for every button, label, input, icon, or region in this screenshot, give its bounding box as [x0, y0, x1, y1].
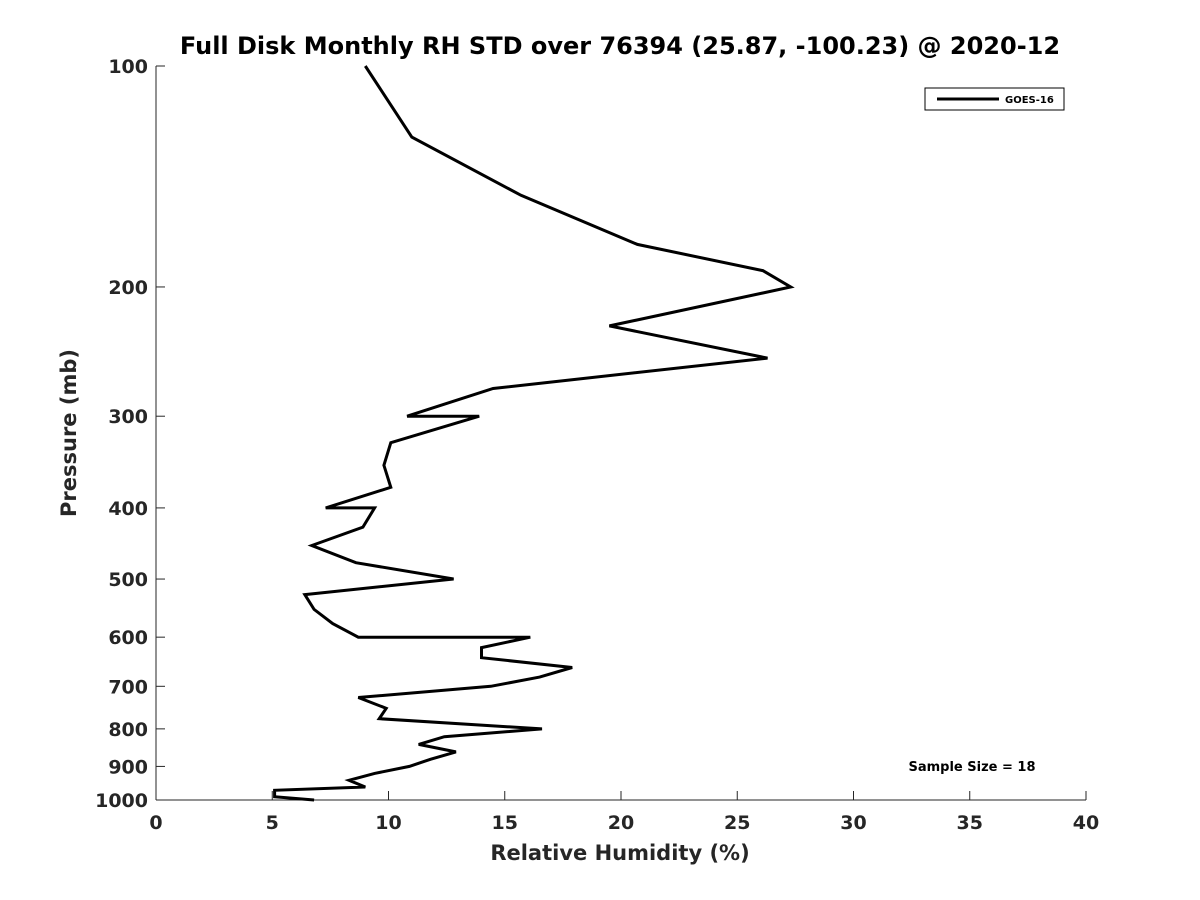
y-tick-label: 500 [108, 569, 148, 591]
x-axis-label: Relative Humidity (%) [490, 841, 749, 865]
y-tick-label: 300 [108, 406, 148, 428]
series-layer [273, 65, 795, 802]
legend: GOES-16 [924, 87, 1065, 111]
x-tick-label: 20 [608, 812, 634, 834]
legend-label-goes-16: GOES-16 [1005, 95, 1054, 106]
y-tick-label: 800 [108, 719, 148, 741]
y-tick-label: 900 [108, 756, 148, 778]
y-tick-label: 600 [108, 627, 148, 649]
y-tick-label: 700 [108, 676, 148, 698]
series-line-goes-16 [273, 65, 795, 802]
x-tick-label: 40 [1073, 812, 1099, 834]
y-tick-label: 100 [108, 56, 148, 78]
chart-title: Full Disk Monthly RH STD over 76394 (25.… [180, 32, 1060, 60]
x-tick-label: 0 [149, 812, 162, 834]
sample-size-annotation: Sample Size = 18 [908, 760, 1035, 775]
plot-area [155, 66, 1086, 801]
x-tick-label: 30 [840, 812, 866, 834]
x-tick-label: 10 [375, 812, 401, 834]
y-tick-label: 400 [108, 498, 148, 520]
y-tick-label: 200 [108, 277, 148, 299]
x-tick-label: 35 [957, 812, 983, 834]
ticks-layer: 0 5 10 15 20 25 30 35 40 100 200 300 400 500 600 700 800… [95, 56, 1099, 834]
x-tick-label: 25 [724, 812, 750, 834]
y-tick-label: 1000 [95, 790, 148, 812]
y-axis-label: Pressure (mb) [57, 349, 81, 517]
x-tick-label: 15 [492, 812, 518, 834]
x-tick-label: 5 [266, 812, 279, 834]
